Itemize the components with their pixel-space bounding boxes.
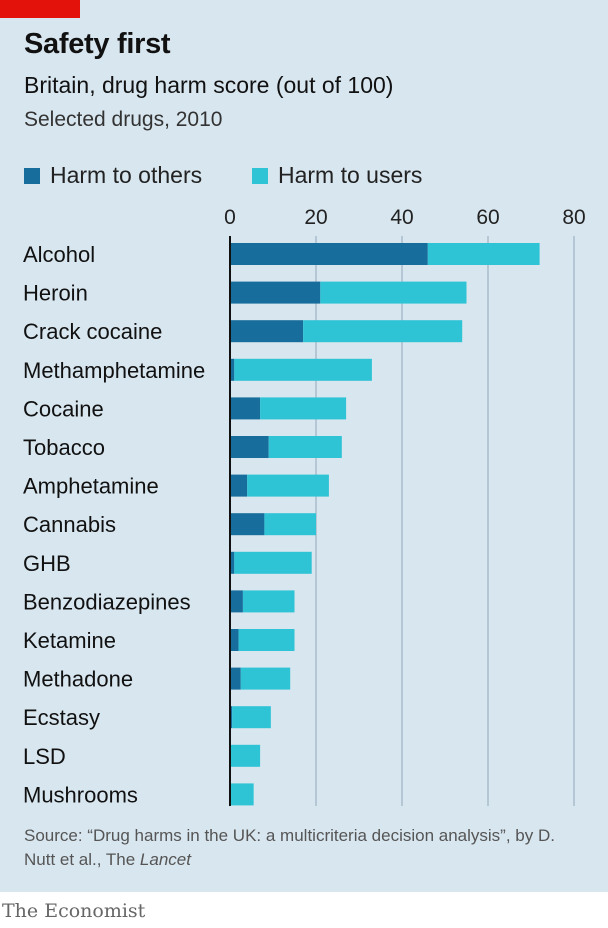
bar-harm-to-others: [230, 474, 248, 497]
bar-harm-to-users: [234, 358, 372, 381]
category-label: Cocaine: [23, 396, 104, 421]
category-label: Alcohol: [23, 242, 95, 267]
category-label: Methamphetamine: [23, 358, 205, 383]
chart-note: Selected drugs, 2010: [24, 108, 223, 131]
bar-harm-to-users: [230, 744, 261, 767]
source-note: Source: “Drug harms in the UK: a multicr…: [24, 824, 584, 872]
x-tick-label: 20: [304, 206, 327, 229]
bar-harm-to-users: [242, 590, 295, 613]
category-label: Cannabis: [23, 512, 116, 537]
bar-harm-to-users: [427, 243, 540, 265]
category-label: LSD: [23, 744, 66, 769]
bar-harm-to-users: [240, 667, 291, 690]
category-label: Amphetamine: [23, 474, 159, 499]
brand-red-tag: [0, 0, 80, 18]
bar-harm-to-users: [230, 783, 254, 806]
bar-harm-to-others: [230, 590, 243, 613]
category-label: GHB: [23, 551, 71, 576]
bar-harm-to-others: [230, 320, 304, 343]
bar-harm-to-others: [230, 667, 241, 690]
category-label: Ecstasy: [23, 705, 100, 730]
bar-harm-to-users: [320, 281, 467, 304]
bar-harm-to-users: [232, 706, 271, 729]
bar-harm-to-users: [247, 474, 329, 497]
source-italic: Lancet: [139, 850, 191, 869]
category-label: Heroin: [23, 281, 88, 306]
bar-harm-to-others: [230, 358, 235, 381]
legend-label-others: Harm to others: [50, 162, 203, 188]
bar-harm-to-others: [230, 281, 321, 304]
bar-harm-to-users: [303, 320, 463, 343]
bar-harm-to-others: [230, 436, 269, 458]
bar-harm-to-users: [234, 551, 312, 574]
bar-harm-to-others: [230, 243, 428, 265]
category-label: Benzodiazepines: [23, 589, 191, 614]
bar-chart: 0 20 40 60 80 Alcohol Heroin Crack cocaine Metha…: [23, 206, 586, 807]
bar-harm-to-others: [230, 629, 239, 651]
category-label: Methadone: [23, 667, 133, 692]
legend-label-users: Harm to users: [278, 162, 423, 188]
bar-harm-to-others: [230, 513, 265, 536]
x-tick-label: 40: [390, 206, 413, 229]
legend-swatch-others: [24, 168, 40, 184]
chart-subtitle: Britain, drug harm score (out of 100): [24, 72, 394, 98]
bar-harm-to-others: [230, 397, 261, 420]
bar-harm-to-others: [230, 551, 235, 574]
x-tick-label: 60: [476, 206, 499, 229]
x-tick-label: 80: [562, 206, 585, 229]
bar-harm-to-users: [260, 397, 347, 420]
chart-title: Safety first: [24, 28, 171, 60]
category-label: Mushrooms: [23, 782, 138, 807]
bar-harm-to-users: [264, 513, 316, 536]
x-tick-label: 0: [224, 206, 236, 229]
bar-harm-to-others: [230, 706, 233, 729]
brand-wordmark: The Economist: [2, 900, 146, 922]
bar-harm-to-users: [238, 629, 295, 651]
bar-harm-to-users: [268, 436, 342, 458]
category-label: Tobacco: [23, 435, 105, 460]
category-label: Ketamine: [23, 628, 116, 653]
source-text: Source: “Drug harms in the UK: a multicr…: [24, 826, 555, 869]
category-label: Crack cocaine: [23, 319, 162, 344]
legend-swatch-users: [252, 168, 268, 184]
